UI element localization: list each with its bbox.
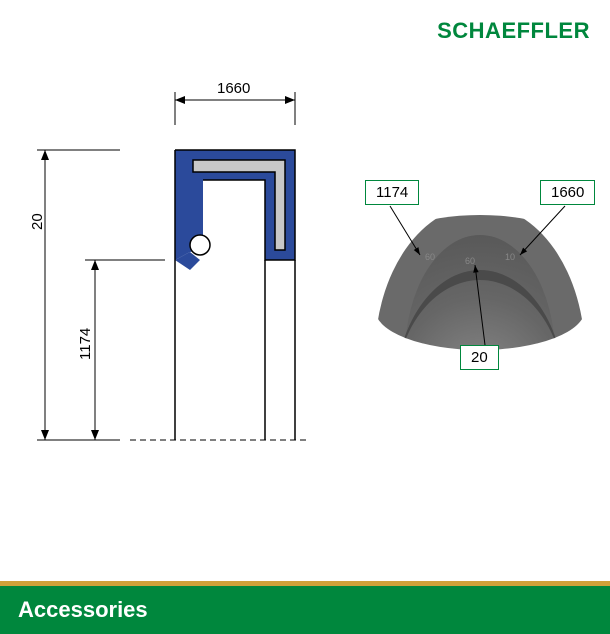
seal-marking-2: 10 (505, 252, 515, 262)
brand-logo: SCHAEFFLER (437, 18, 590, 44)
technical-drawing: 1660 20 1174 (35, 90, 355, 440)
brand-text: SCHAEFFLER (437, 18, 590, 43)
footer: Accessories (0, 581, 610, 634)
page-container: SCHAEFFLER (0, 0, 610, 634)
callout-box-2: 20 (460, 345, 499, 370)
seal-marking-0: 60 (425, 252, 435, 262)
callout-box-1: 1660 (540, 180, 595, 205)
drawing-svg (35, 90, 355, 460)
dim-full-height-label: 20 (29, 213, 46, 230)
seal-marking-1: 60 (465, 256, 475, 266)
footer-label: Accessories (0, 586, 610, 634)
footer-text: Accessories (18, 597, 148, 623)
callout-box-0: 1174 (365, 180, 419, 205)
diagram-area: 1660 20 1174 60 60 10 1174 1660 20 (0, 90, 610, 510)
photo-callout-area: 60 60 10 1174 1660 20 (365, 180, 595, 380)
dim-width-label: 1660 (217, 80, 250, 97)
seal-photo (375, 215, 585, 350)
dim-inner-height-label: 1174 (77, 328, 94, 360)
